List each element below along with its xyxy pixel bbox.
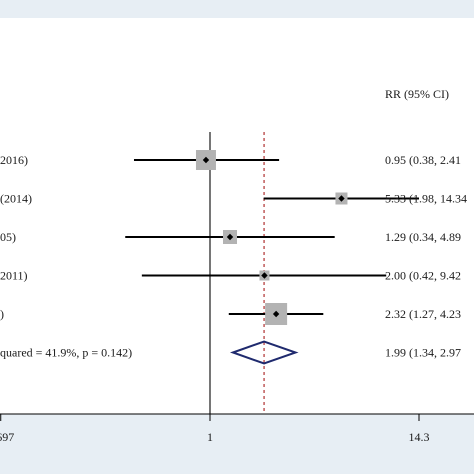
point-estimate-marker: [272, 310, 280, 318]
study-row: 2011) 2.00 (0.42, 9.42: [0, 269, 461, 283]
x-tick-label: .0697: [0, 430, 14, 444]
overall-ci-text: 1.99 (1.34, 2.97: [385, 346, 461, 360]
x-axis-ticks: .0697 1 14.3: [0, 414, 430, 444]
x-tick-label: 14.3: [409, 430, 430, 444]
study-row: 05) 1.29 (0.34, 4.89: [0, 230, 461, 244]
study-ci-text: 1.29 (0.34, 4.89: [385, 230, 461, 244]
study-row: (2014) 5.33 (1.98, 14.34: [0, 192, 467, 206]
ci-header: RR (95% CI): [385, 87, 449, 101]
study-label: ): [0, 307, 4, 321]
point-estimate-marker: [202, 156, 210, 164]
study-label: 2011): [0, 269, 28, 283]
overall-row: quared = 41.9%, p = 0.142) 1.99 (1.34, 2.…: [0, 340, 461, 365]
point-estimate-marker: [226, 233, 234, 241]
study-label: 2016): [0, 153, 28, 167]
study-row: 2016) 0.95 (0.38, 2.41: [0, 150, 461, 170]
study-ci-text: 5.33 (1.98, 14.34: [385, 192, 467, 206]
overall-diamond: [229, 340, 299, 365]
study-label: 05): [0, 230, 16, 244]
overall-label: quared = 41.9%, p = 0.142): [0, 346, 132, 360]
study-ci-text: 0.95 (0.38, 2.41: [385, 153, 461, 167]
point-estimate-marker: [261, 272, 268, 279]
point-estimate-marker: [338, 195, 345, 202]
study-ci-text: 2.00 (0.42, 9.42: [385, 269, 461, 283]
study-ci-text: 2.32 (1.27, 4.23: [385, 307, 461, 321]
plot-area: [0, 18, 474, 414]
x-tick-label: 1: [207, 430, 213, 444]
study-rows: 2016) 0.95 (0.38, 2.41 (2014) 5.33 (1.98, 1…: [0, 150, 467, 325]
study-row: ) 2.32 (1.27, 4.23: [0, 303, 461, 325]
study-label: (2014): [0, 192, 32, 206]
